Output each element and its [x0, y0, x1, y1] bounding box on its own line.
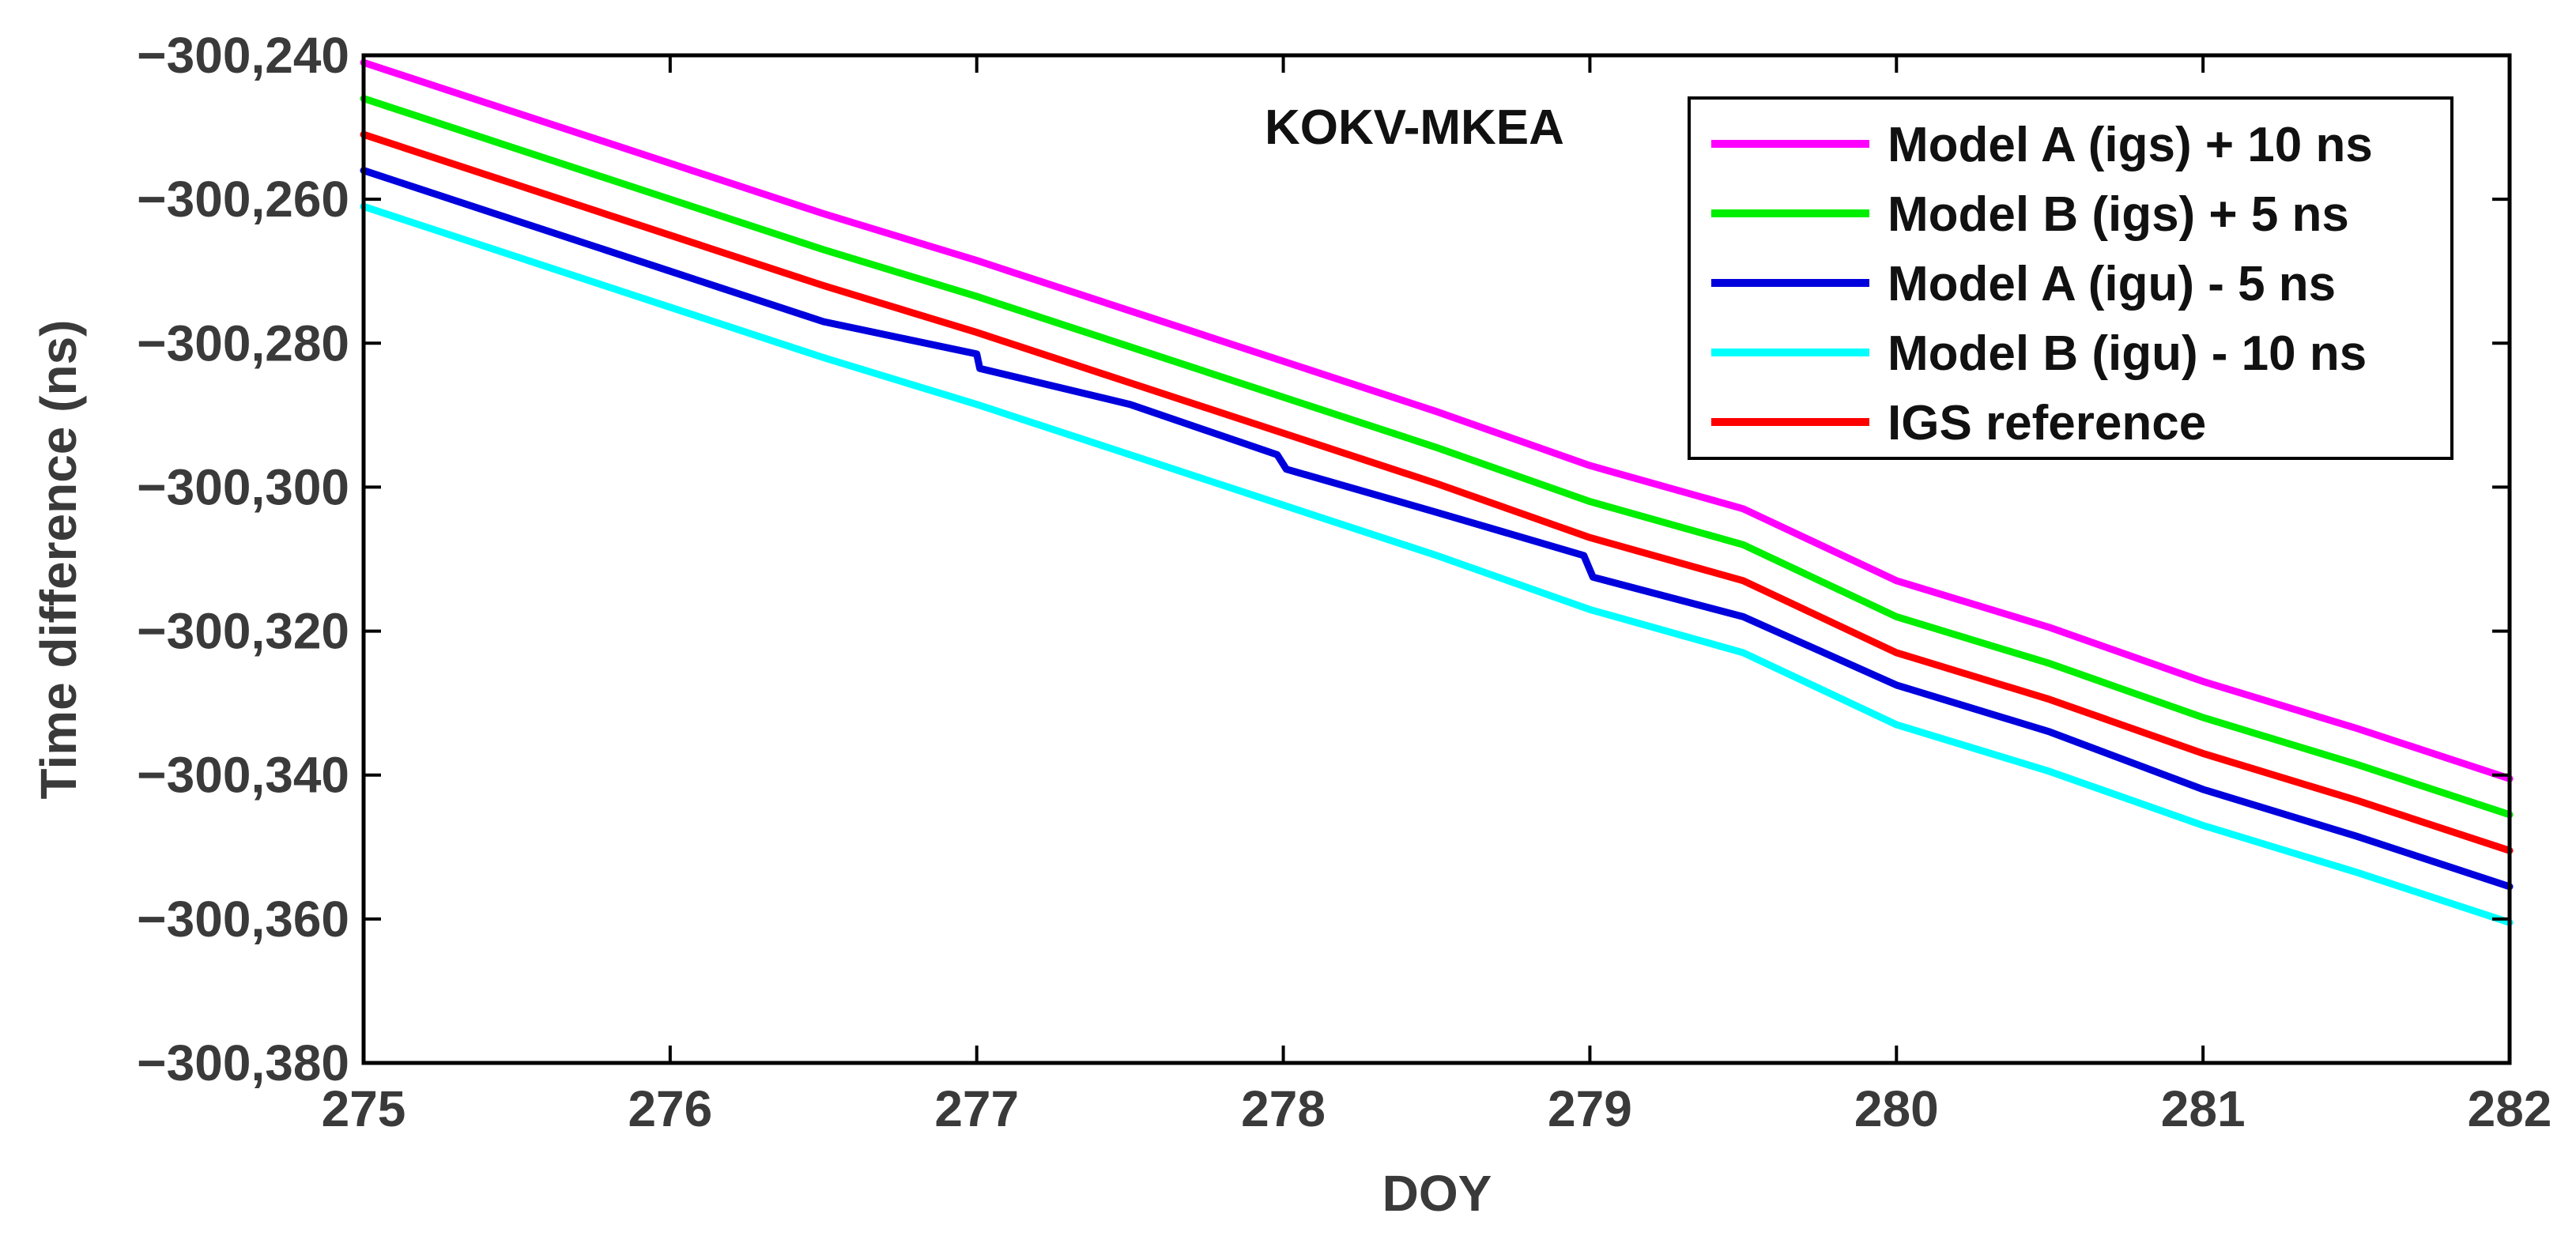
legend-label: IGS reference — [1888, 396, 2206, 450]
series-line-1 — [360, 95, 2514, 819]
x-tick-label: 278 — [1241, 1080, 1326, 1137]
x-tick-label: 281 — [2161, 1080, 2246, 1137]
x-tick-label: 280 — [1854, 1080, 1939, 1137]
legend-label: Model B (igs) + 5 ns — [1888, 187, 2349, 242]
series-line-2 — [360, 167, 2514, 891]
y-tick-label: −300,340 — [137, 747, 349, 804]
y-tick-label: −300,260 — [137, 171, 349, 228]
chart-annotation: KOKV-MKEA — [1265, 100, 1564, 155]
legend-label: Model A (igu) - 5 ns — [1888, 257, 2336, 311]
x-tick-label: 275 — [322, 1080, 406, 1137]
y-tick-label: −300,360 — [137, 891, 349, 948]
legend-label: Model B (igu) - 10 ns — [1888, 326, 2367, 381]
series-layer — [360, 58, 2514, 926]
y-tick-label: −300,320 — [137, 603, 349, 660]
y-tick-label: −300,280 — [137, 315, 349, 371]
series-line-4 — [360, 130, 2514, 854]
x-tick-label: 276 — [628, 1080, 712, 1137]
legend-label: Model A (igs) + 10 ns — [1888, 118, 2373, 172]
y-axis-title: Time difference (ns) — [30, 320, 87, 800]
y-tick-label: −300,300 — [137, 458, 349, 515]
legend: Model A (igs) + 10 ns Model B (igs) + 5 n… — [1688, 96, 2453, 460]
legend-box — [1688, 96, 2453, 460]
y-tick-label: −300,380 — [137, 1034, 349, 1091]
tick-layer: 275 276 277 278 279 280 281 282 −300,240 −300,260… — [137, 27, 2551, 1137]
plot-frame — [361, 53, 2512, 1065]
y-tick-label: −300,240 — [137, 27, 349, 84]
series-line-0 — [360, 58, 2514, 782]
x-tick-label: 282 — [2468, 1080, 2552, 1137]
x-tick-label: 279 — [1548, 1080, 1632, 1137]
x-tick-label: 277 — [934, 1080, 1019, 1137]
x-axis-title: DOY — [1382, 1165, 1492, 1222]
series-line-3 — [360, 202, 2514, 926]
legend-items: Model A (igs) + 10 ns Model B (igs) + 5 n… — [1711, 118, 2373, 450]
